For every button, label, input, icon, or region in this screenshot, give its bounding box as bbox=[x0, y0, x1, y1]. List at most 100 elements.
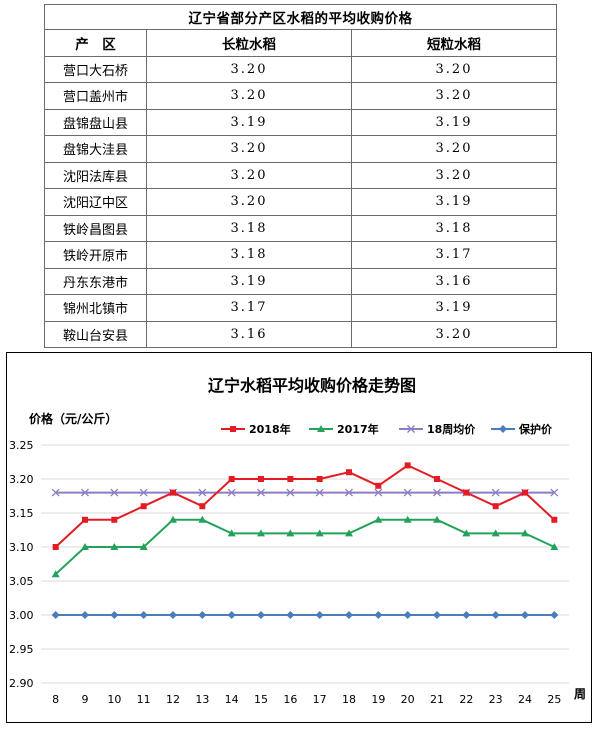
long-grain-price-cell: 3.20 bbox=[146, 161, 352, 189]
table-row: 营口大石桥 3.20 3.20 bbox=[44, 55, 557, 83]
region-cell: 铁岭昌图县 bbox=[44, 214, 147, 242]
x-axis-label: 周 bbox=[574, 687, 586, 701]
x-tick-label: 24 bbox=[518, 693, 532, 706]
grid bbox=[41, 444, 569, 684]
data-point-stroke bbox=[81, 488, 89, 497]
data-point bbox=[198, 611, 207, 619]
y-tick-label: 3.15 bbox=[9, 507, 34, 520]
region-cell: 沈阳辽中区 bbox=[44, 188, 147, 216]
data-point bbox=[433, 488, 441, 497]
short-grain-price-cell: 3.19 bbox=[351, 188, 557, 216]
data-point-stroke bbox=[257, 488, 265, 497]
data-point bbox=[407, 425, 415, 433]
series-diamond bbox=[51, 611, 559, 619]
x-tick-label: 12 bbox=[166, 693, 180, 706]
data-point bbox=[550, 543, 559, 550]
x-tick-label: 20 bbox=[401, 693, 415, 706]
table-row: 铁岭昌图县 3.18 3.18 bbox=[44, 214, 557, 242]
data-point-stroke bbox=[227, 488, 236, 497]
data-point bbox=[403, 611, 412, 619]
short-grain-price-cell: 3.16 bbox=[351, 267, 557, 295]
data-point bbox=[315, 529, 324, 537]
data-point bbox=[550, 611, 559, 619]
x-tick-label: 13 bbox=[195, 693, 209, 706]
data-point bbox=[81, 488, 89, 497]
price-table: 辽宁省部分产区水稻的平均收购价格 产 区 长粒水稻 短粒水稻 营口大石桥 3.20… bbox=[44, 4, 557, 348]
data-point bbox=[345, 488, 353, 497]
data-point bbox=[257, 529, 265, 537]
short-grain-price-cell: 3.17 bbox=[351, 241, 557, 269]
short-grain-price-cell: 3.19 bbox=[351, 108, 557, 136]
data-point-stroke bbox=[491, 488, 500, 497]
y-tick-labels: 3.25 3.20 3.15 3.10 3.05 3.00 2.95 2.90 bbox=[9, 439, 34, 690]
data-point bbox=[317, 425, 325, 432]
long-grain-price-cell: 3.18 bbox=[146, 214, 352, 242]
x-tick-label: 23 bbox=[489, 693, 503, 706]
data-point bbox=[434, 476, 440, 482]
short-grain-price-cell: 3.20 bbox=[351, 55, 557, 83]
short-grain-price-cell: 3.20 bbox=[351, 82, 557, 110]
data-point bbox=[491, 529, 500, 537]
data-point bbox=[257, 611, 265, 619]
data-point bbox=[521, 611, 529, 619]
data-point bbox=[345, 529, 353, 537]
chart-frame: 辽宁水稻平均收购价格走势图 价格（元/公斤） 周 3.25 3.20 3.15 3.1… bbox=[6, 352, 592, 723]
x-tick-labels: 8 9 10 11 12 13 14 15 16 17 18 19 20 21 22 23 24 25 bbox=[52, 693, 561, 706]
data-point bbox=[315, 611, 324, 619]
chart-title: 辽宁水稻平均收购价格走势图 bbox=[208, 376, 416, 395]
table-row: 鞍山台安县 3.16 3.20 bbox=[44, 320, 557, 348]
legend-label: 2017年 bbox=[337, 422, 379, 436]
table-row: 锦州北镇市 3.17 3.19 bbox=[44, 294, 557, 322]
data-point bbox=[51, 611, 60, 619]
data-point-stroke bbox=[51, 488, 60, 497]
data-point bbox=[463, 489, 470, 496]
data-point-stroke bbox=[433, 488, 441, 497]
data-point bbox=[315, 488, 324, 497]
data-point bbox=[433, 515, 441, 523]
series-layer bbox=[51, 462, 559, 619]
short-grain-price-cell: 3.20 bbox=[351, 320, 557, 348]
region-cell: 营口大石桥 bbox=[44, 55, 147, 83]
data-point bbox=[82, 516, 88, 523]
x-tick-label: 8 bbox=[52, 693, 59, 706]
data-point bbox=[230, 426, 236, 432]
y-tick-label: 2.90 bbox=[9, 677, 34, 690]
price-trend-chart: 辽宁水稻平均收购价格走势图 价格（元/公斤） 周 3.25 3.20 3.15 3.1… bbox=[9, 376, 586, 706]
long-grain-price-cell: 3.20 bbox=[146, 82, 352, 110]
x-tick-label: 19 bbox=[371, 693, 385, 706]
long-grain-price-cell: 3.18 bbox=[146, 241, 352, 269]
data-point bbox=[462, 611, 471, 619]
data-point-stroke bbox=[286, 488, 295, 497]
data-point bbox=[491, 488, 500, 497]
table-row: 铁岭开原市 3.18 3.17 bbox=[44, 241, 557, 269]
data-point bbox=[139, 543, 148, 550]
series-line bbox=[54, 518, 555, 575]
short-grain-price-cell: 3.20 bbox=[351, 161, 557, 189]
data-point bbox=[140, 503, 147, 510]
data-point bbox=[139, 488, 148, 497]
table-body: 营口大石桥 3.20 3.20 营口盖州市 3.20 3.20 盘锦盘山县 3.19 3.19 盘… bbox=[44, 55, 557, 348]
x-tick-label: 17 bbox=[313, 693, 327, 706]
data-point bbox=[257, 488, 265, 497]
data-point bbox=[169, 515, 177, 523]
region-cell: 沈阳法库县 bbox=[44, 161, 147, 189]
long-grain-price-cell: 3.20 bbox=[146, 188, 352, 216]
data-point-stroke bbox=[110, 488, 119, 497]
data-point bbox=[227, 529, 236, 537]
data-point bbox=[403, 515, 412, 523]
x-tick-label: 21 bbox=[430, 693, 444, 706]
table-row: 盘锦盘山县 3.19 3.19 bbox=[44, 108, 557, 136]
header-region: 产 区 bbox=[44, 29, 147, 57]
data-point bbox=[522, 489, 528, 496]
table-row: 营口盖州市 3.20 3.20 bbox=[44, 82, 557, 110]
y-tick-label: 3.25 bbox=[9, 439, 34, 452]
data-point bbox=[198, 488, 207, 497]
data-point bbox=[374, 488, 383, 497]
y-tick-label: 3.05 bbox=[9, 575, 34, 588]
data-point-stroke bbox=[407, 425, 415, 433]
data-point bbox=[81, 611, 89, 619]
data-point bbox=[404, 462, 411, 469]
data-point bbox=[110, 488, 119, 497]
data-point-stroke bbox=[374, 488, 383, 497]
data-point bbox=[287, 476, 294, 482]
